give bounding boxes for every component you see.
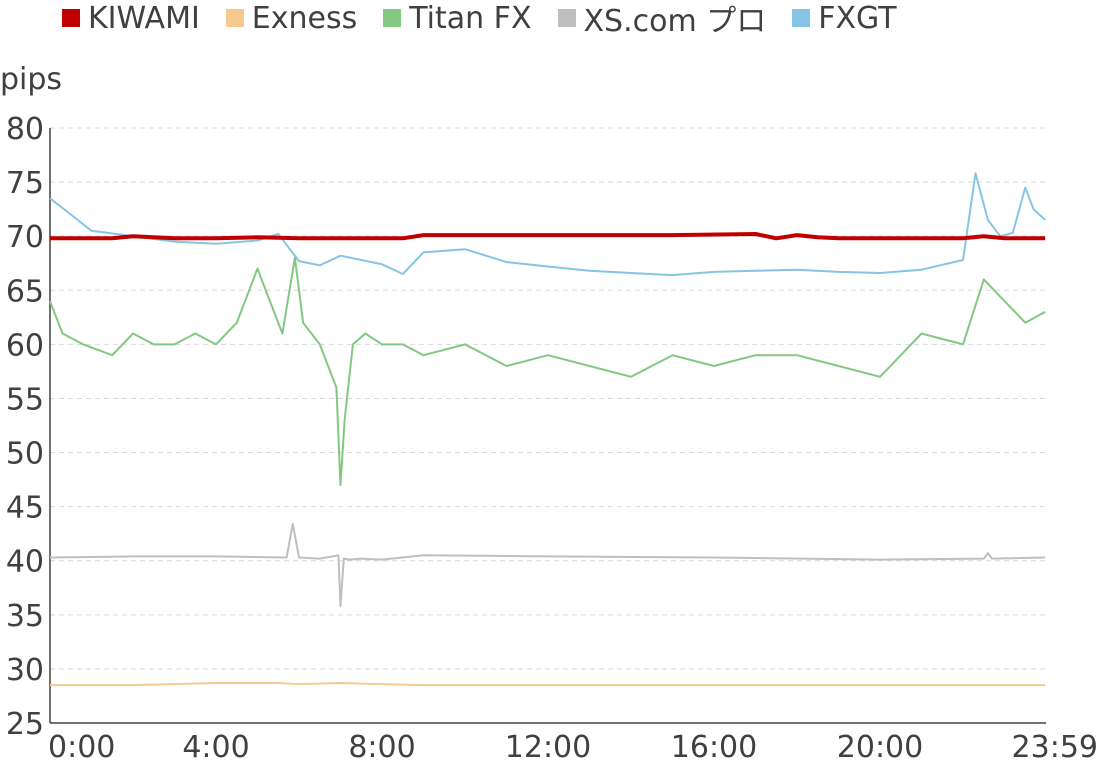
series-line-fxgt [49,172,1046,277]
series-line-kiwami [50,232,1046,241]
y-tick-label: 55 [6,382,44,417]
legend-item: Exness [225,0,358,36]
legend-swatch [62,9,80,27]
x-tick-label: 8:00 [348,730,415,761]
x-tick-label: 20:00 [837,730,923,761]
legend-label: Exness [251,0,358,36]
x-tick-label: 12:00 [505,730,591,761]
y-tick-label: 50 [6,437,44,472]
x-tick-label: 16:00 [671,730,757,761]
legend-swatch [383,9,402,27]
y-tick-label: 40 [6,545,44,580]
y-tick-label: 35 [6,599,44,634]
y-tick-label: 70 [6,220,44,255]
legend-swatch [792,9,811,27]
x-tick-label: 23:59 [1012,730,1098,761]
legend-label: Titan FX [409,0,532,36]
x-tick-label: 0:00 [48,730,115,761]
legend-swatch [225,9,244,27]
series-line-xs-com- [49,522,1046,608]
legend-item: Titan FX [383,0,532,36]
y-tick-label: 80 [6,112,44,147]
y-tick-label: 45 [6,491,44,526]
chart-legend: KIWAMI Exness Titan FX XS.com プロ FXGT [62,0,923,39]
legend-label: FXGT [818,0,897,36]
y-tick-label: 75 [6,166,44,201]
legend-label: KIWAMI [88,0,200,36]
y-tick-label: 25 [6,707,44,742]
y-tick-label: 65 [6,274,44,309]
legend-label: XS.com プロ [583,4,767,39]
y-tick-label: 30 [6,653,44,688]
series-line-titan-fx [49,256,1046,486]
legend-swatch [557,9,576,27]
y-tick-label: 60 [6,328,44,363]
y-axis-label: pips [0,62,63,97]
series-line-exness [50,682,1046,687]
legend-item: XS.com プロ [557,0,767,40]
legend-item: FXGT [792,0,897,36]
x-tick-label: 4:00 [182,730,249,761]
legend-item: KIWAMI [62,1,200,36]
